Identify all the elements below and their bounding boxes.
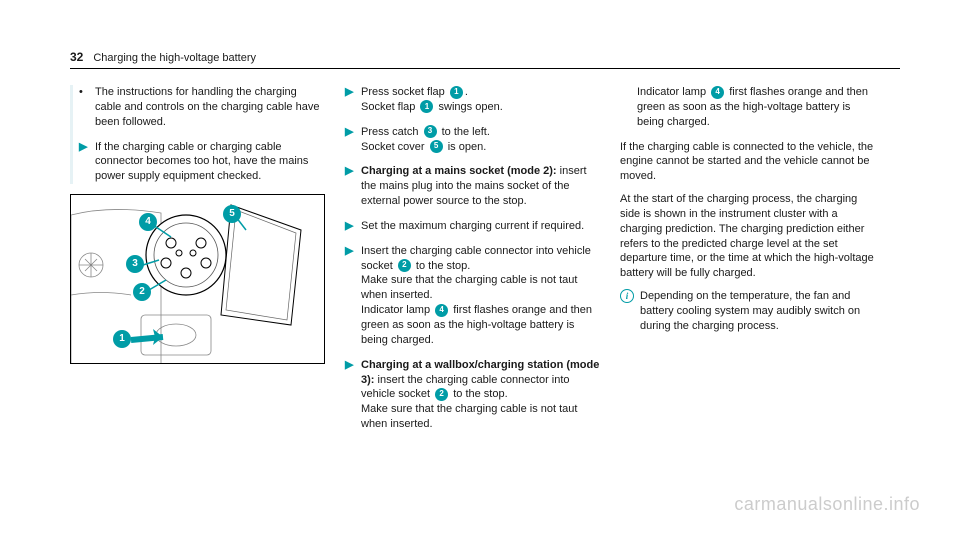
step-text: If the charging cable or charging cable …	[95, 140, 325, 185]
info-item: i Depending on the temperature, the fan …	[620, 289, 875, 334]
step-text: Set the maximum charging current if requ…	[361, 219, 584, 234]
page-title: Charging the high-voltage battery	[93, 52, 256, 64]
paragraph: If the charging cable is connected to th…	[620, 140, 875, 185]
info-text: Depending on the temperature, the fan an…	[640, 289, 875, 334]
step-icon: ▶	[345, 219, 355, 234]
ref-circle-2: 2	[435, 388, 448, 401]
ref-circle-5: 5	[430, 140, 443, 153]
step-item: ▶ Charging at a mains socket (mode 2): i…	[345, 164, 600, 209]
column-3: Indicator lamp 4 first flashes orange an…	[620, 85, 875, 442]
step-item: ▶ Set the maximum charging current if re…	[345, 219, 600, 234]
ref-circle-3: 3	[424, 125, 437, 138]
step-text: Press catch 3 to the left. Socket cover …	[361, 125, 490, 155]
bullet-item: • The instructions for handling the char…	[79, 85, 325, 130]
column-1: • The instructions for handling the char…	[70, 85, 325, 442]
step-icon: ▶	[79, 140, 89, 185]
step-icon: ▶	[345, 358, 355, 432]
step-item: ▶ If the charging cable or charging cabl…	[79, 140, 325, 185]
page-header: 32 Charging the high-voltage battery	[70, 50, 900, 69]
bullet-text: The instructions for handling the chargi…	[95, 85, 325, 130]
diagram-label-5: 5	[223, 205, 241, 223]
step-item: ▶ Insert the charging cable connector in…	[345, 244, 600, 348]
ref-circle-4: 4	[711, 86, 724, 99]
step-icon: ▶	[345, 244, 355, 348]
ref-circle-1: 1	[450, 86, 463, 99]
step-text: Charging at a mains socket (mode 2): ins…	[361, 164, 600, 209]
charging-port-diagram: 1 2 3 4 5	[70, 194, 325, 364]
page-number: 32	[70, 50, 83, 64]
indent-block: Indicator lamp 4 first flashes orange an…	[620, 85, 875, 130]
step-icon: ▶	[345, 85, 355, 115]
step-text: Charging at a wallbox/charging station (…	[361, 358, 600, 432]
diagram-label-3: 3	[126, 255, 144, 273]
diagram-label-4: 4	[139, 213, 157, 231]
step-item: ▶ Press catch 3 to the left. Socket cove…	[345, 125, 600, 155]
diagram-svg	[71, 195, 325, 364]
watermark: carmanualsonline.info	[734, 494, 920, 515]
ref-circle-2: 2	[398, 259, 411, 272]
ref-circle-1: 1	[420, 100, 433, 113]
note-block: • The instructions for handling the char…	[70, 85, 325, 184]
step-icon: ▶	[345, 164, 355, 209]
content-columns: • The instructions for handling the char…	[70, 85, 900, 442]
step-item: ▶ Press socket flap 1. Socket flap 1 swi…	[345, 85, 600, 115]
step-icon: ▶	[345, 125, 355, 155]
diagram-label-2: 2	[133, 283, 151, 301]
bullet-icon: •	[79, 85, 89, 130]
info-icon: i	[620, 289, 634, 303]
step-text: Insert the charging cable connector into…	[361, 244, 600, 348]
diagram-label-1: 1	[113, 330, 131, 348]
paragraph: At the start of the charging process, th…	[620, 192, 875, 281]
column-2: ▶ Press socket flap 1. Socket flap 1 swi…	[345, 85, 600, 442]
step-item: ▶ Charging at a wallbox/charging station…	[345, 358, 600, 432]
step-text: Press socket flap 1. Socket flap 1 swing…	[361, 85, 503, 115]
ref-circle-4: 4	[435, 304, 448, 317]
